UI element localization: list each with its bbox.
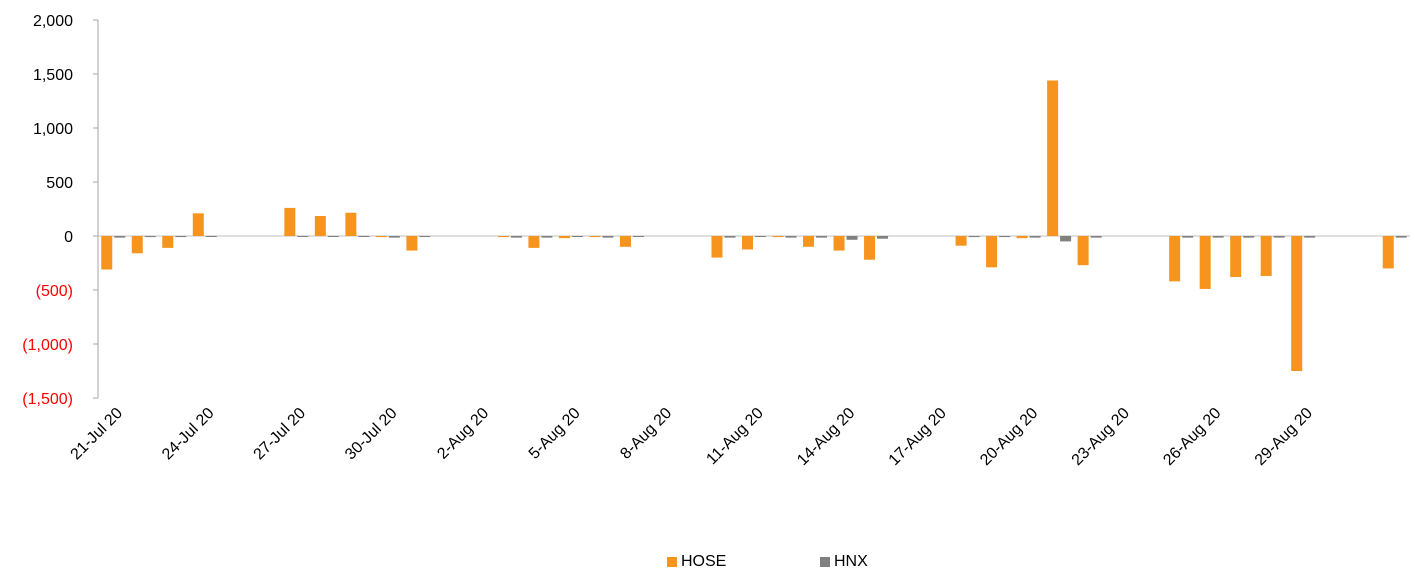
bar-hnx	[1273, 236, 1285, 238]
bar-hnx	[1395, 236, 1407, 238]
bar-hose	[1260, 236, 1272, 276]
y-tick-label: 1,500	[33, 67, 73, 84]
x-tick-label: 17-Aug 20	[886, 405, 950, 469]
y-tick-label: 2,000	[33, 13, 73, 30]
bar-hose	[1169, 236, 1181, 282]
bar-hose	[406, 236, 418, 251]
bar-hnx	[1212, 236, 1224, 238]
bar-hnx	[297, 236, 309, 237]
bar-hose	[284, 207, 296, 236]
bar-hnx	[1090, 236, 1102, 238]
legend-label-hose: HOSE	[681, 553, 727, 570]
bar-hnx	[846, 236, 858, 240]
y-tick-label: 0	[64, 229, 73, 246]
x-tick-label: 27-Jul 20	[251, 405, 310, 464]
x-tick-label: 14-Aug 20	[794, 405, 858, 469]
bar-hose	[558, 236, 570, 239]
y-tick-label: 1,000	[33, 121, 73, 138]
y-tick-label: 500	[46, 175, 73, 192]
bar-hose	[1291, 236, 1303, 371]
x-tick-label: 26-Aug 20	[1160, 405, 1224, 469]
bar-hose	[131, 236, 143, 254]
bar-hnx	[785, 236, 797, 238]
bar-hose	[1382, 236, 1394, 269]
legend-item-hnx: HNX	[820, 553, 868, 571]
legend-label-hnx: HNX	[834, 553, 868, 570]
y-tick-label: (1,500)	[22, 391, 73, 408]
bar-hnx	[327, 236, 339, 237]
y-tick-label: (500)	[36, 283, 73, 300]
x-tick-label: 23-Aug 20	[1069, 405, 1133, 469]
legend: HOSE HNX	[0, 553, 1415, 573]
bar-hnx	[114, 236, 126, 238]
x-tick-label: 2-Aug 20	[434, 405, 492, 463]
bar-hnx	[175, 236, 187, 238]
bar-hnx	[358, 236, 370, 237]
bar-hnx	[968, 236, 980, 238]
bar-hnx	[541, 236, 553, 238]
x-tick-label: 20-Aug 20	[977, 405, 1041, 469]
bar-hose	[345, 212, 357, 236]
x-tick-label: 29-Aug 20	[1252, 405, 1316, 469]
x-tick-label: 5-Aug 20	[526, 405, 584, 463]
bars	[98, 80, 1410, 371]
x-axis: 21-Jul 20 24-Jul 20 27-Jul 20 30-Jul 20 2-Au…	[68, 405, 1317, 469]
bar-hose	[162, 236, 174, 248]
chart-svg: 2,000 1,500 1,000 500 0 (500) (1,000) (1,500) 2…	[22, 13, 1410, 469]
bar-hnx	[755, 236, 766, 237]
legend-item-hose: HOSE	[667, 553, 726, 571]
bar-hnx	[1304, 236, 1316, 238]
bar-hose	[1230, 236, 1242, 278]
bar-hnx	[1029, 236, 1041, 238]
bar-hnx	[1182, 236, 1194, 238]
x-tick-label: 8-Aug 20	[617, 405, 675, 463]
legend-swatch-hnx	[820, 557, 830, 567]
legend-swatch-hose	[667, 557, 677, 567]
bar-hnx	[205, 236, 217, 237]
y-tick-label: (1,000)	[22, 337, 73, 354]
bar-hose	[101, 236, 113, 270]
bar-hnx	[419, 236, 431, 237]
y-axis: 2,000 1,500 1,000 500 0 (500) (1,000) (1,500)	[22, 13, 99, 408]
bar-hose	[619, 236, 631, 247]
bar-hnx	[388, 236, 400, 238]
bar-hose	[955, 236, 967, 246]
bar-hose	[1077, 236, 1089, 266]
bar-hose	[589, 236, 601, 238]
bar-hnx	[877, 236, 889, 239]
bar-hose	[1047, 80, 1059, 236]
bar-hnx	[510, 236, 522, 238]
bar-hose	[833, 236, 845, 251]
bar-hnx	[571, 236, 583, 237]
bar-hnx	[816, 236, 828, 238]
bar-hnx	[602, 236, 614, 238]
bar-hnx	[724, 236, 736, 238]
x-tick-label: 24-Jul 20	[159, 405, 218, 464]
bar-hnx	[1060, 236, 1072, 242]
x-tick-label: 21-Jul 20	[68, 405, 127, 464]
bar-hnx	[144, 236, 156, 238]
bar-hose	[497, 236, 509, 238]
bar-hose	[314, 216, 326, 236]
bar-hnx	[632, 236, 644, 237]
bar-hose	[742, 236, 753, 250]
bar-hose	[1199, 236, 1211, 289]
bar-hnx	[1243, 236, 1255, 238]
bar-hnx	[999, 236, 1011, 238]
bar-hose	[986, 236, 998, 268]
bar-hose	[864, 236, 876, 260]
bar-hose	[528, 236, 540, 248]
bar-hose	[711, 236, 723, 258]
bar-hose	[772, 236, 784, 238]
x-tick-label: 30-Jul 20	[342, 405, 401, 464]
bar-hose	[1016, 236, 1028, 239]
bar-hose	[803, 236, 815, 247]
bar-hose	[192, 213, 204, 236]
x-tick-label: 11-Aug 20	[703, 405, 766, 468]
bar-hose	[375, 236, 387, 238]
